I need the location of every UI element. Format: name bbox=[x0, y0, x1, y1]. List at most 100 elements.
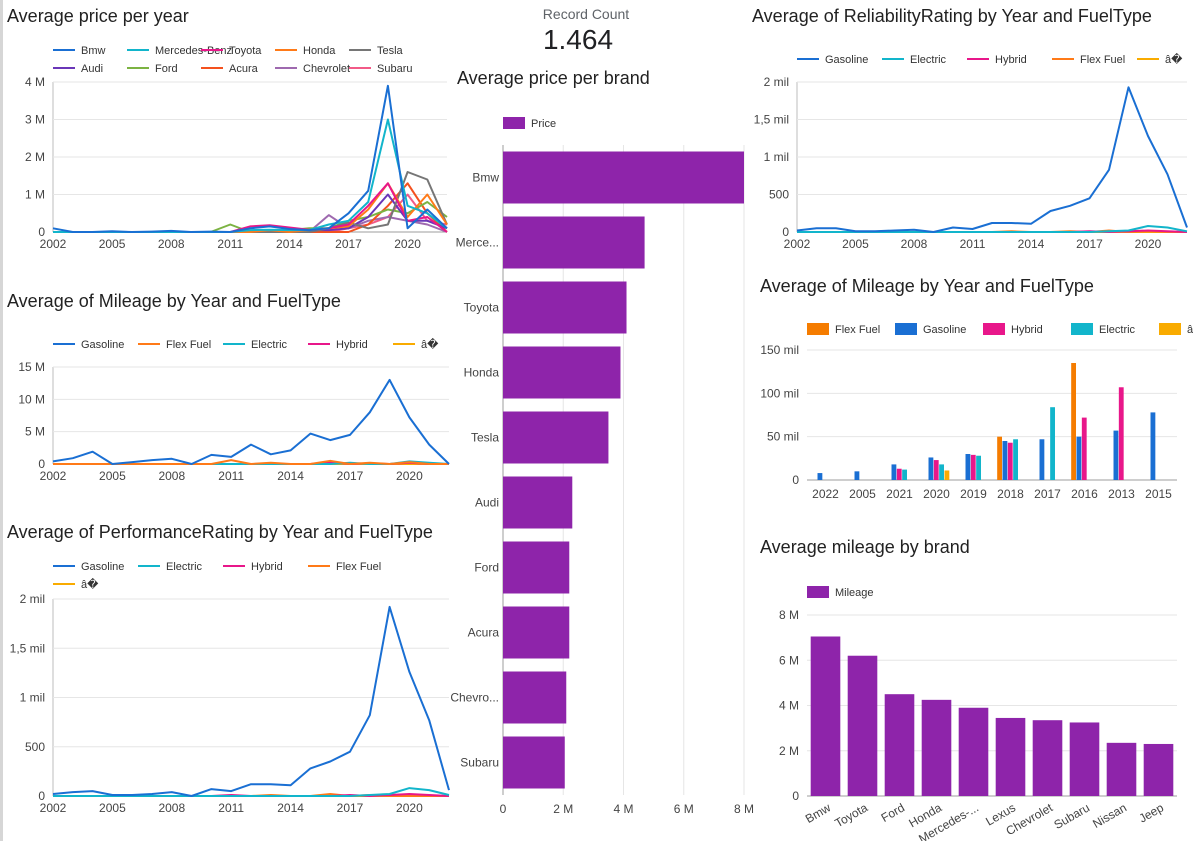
y-tick-label: 1 M bbox=[25, 188, 45, 202]
x-tick-label: 2014 bbox=[277, 801, 304, 815]
chart-mileage-by-year-bars[interactable]: Average of Mileage by Year and FuelType … bbox=[745, 270, 1193, 520]
x-tick-label: 2014 bbox=[277, 469, 304, 483]
x-tick-label: 2017 bbox=[337, 801, 364, 815]
chart-performance-by-year[interactable]: Average of PerformanceRating by Year and… bbox=[0, 518, 450, 836]
bar-mileage-honda[interactable] bbox=[921, 699, 952, 796]
bar-merce[interactable] bbox=[503, 216, 645, 269]
series-line-bmw bbox=[52, 84, 448, 233]
legend-label-electric: Electric bbox=[1099, 324, 1136, 336]
performance-by-year-plot: Gasoline Electric Hybrid Flex Fuel â� 0 500 1 m… bbox=[10, 561, 450, 815]
series-line-mercedes-benz bbox=[53, 118, 448, 233]
bar-honda[interactable] bbox=[503, 346, 621, 399]
x-tick-label: 2008 bbox=[901, 237, 928, 251]
bar-electric-2018[interactable] bbox=[1013, 439, 1018, 480]
x-tick-label: 2011 bbox=[217, 237, 243, 251]
bar-gasoline-2016[interactable] bbox=[1076, 436, 1082, 480]
bar-mileage-mercedes[interactable] bbox=[958, 707, 989, 796]
record-count-value: 1.464 bbox=[542, 24, 614, 55]
bar-mileage-lexus[interactable] bbox=[995, 717, 1026, 796]
y-tick-label: 6 M bbox=[779, 653, 799, 667]
y-tick-label: 0 bbox=[792, 473, 799, 487]
bar-gasoline-2020[interactable] bbox=[928, 457, 934, 480]
legend-label-hybrid: Hybrid bbox=[251, 561, 283, 573]
bar-flex-fuel-2016[interactable] bbox=[1071, 363, 1077, 480]
record-count-label: Record Count bbox=[542, 6, 630, 22]
bar-acura[interactable] bbox=[503, 606, 570, 659]
bar-hybrid-2021[interactable] bbox=[896, 468, 902, 480]
bar-mileage-subaru[interactable] bbox=[1069, 722, 1100, 796]
bar-electric-2020[interactable] bbox=[939, 464, 944, 480]
bar-ford[interactable] bbox=[503, 541, 570, 594]
legend-swatch-mileage bbox=[807, 586, 829, 598]
bar-gasoline-2022[interactable] bbox=[817, 473, 823, 480]
x-tick-label: 2005 bbox=[99, 237, 126, 251]
chart-reliability-by-year[interactable]: Average of ReliabilityRating by Year and… bbox=[745, 0, 1190, 262]
chart-title: Average mileage by brand bbox=[760, 537, 970, 557]
y-tick-label: 0 bbox=[38, 225, 45, 239]
bar-mileage-nissan[interactable] bbox=[1106, 742, 1137, 796]
y-tick-label: 50 mil bbox=[767, 430, 799, 444]
bar-gasoline-2017[interactable] bbox=[1039, 439, 1045, 480]
bar-hybrid-2020[interactable] bbox=[933, 460, 939, 480]
bar-unnamed-2020[interactable] bbox=[944, 470, 950, 480]
x-tick-label: 2008 bbox=[158, 237, 185, 251]
chart-price-per-year[interactable]: Average price per year Bmw Mercedes-Benz T… bbox=[0, 0, 450, 262]
x-tick-label: 6 M bbox=[674, 802, 694, 816]
x-tick-label: 2002 bbox=[40, 801, 67, 815]
legend-label-mileage: Mileage bbox=[835, 587, 874, 599]
x-tick-label: Jeep bbox=[1136, 800, 1166, 825]
bar-gasoline-2013[interactable] bbox=[1113, 430, 1119, 480]
chart-mileage-by-year-line[interactable]: Average of Mileage by Year and FuelType … bbox=[0, 285, 450, 495]
bar-flex-fuel-2018[interactable] bbox=[997, 436, 1003, 480]
legend-label-toyota: Toyota bbox=[229, 45, 262, 57]
legend-label-hybrid: Hybrid bbox=[336, 339, 368, 351]
chart-title: Average of PerformanceRating by Year and… bbox=[7, 522, 433, 542]
bar-electric-2017[interactable] bbox=[1050, 407, 1055, 480]
bar-hybrid-2016[interactable] bbox=[1081, 417, 1087, 480]
bar-gasoline-2015[interactable] bbox=[1150, 412, 1156, 480]
legend-label-unnamed: â� bbox=[81, 578, 99, 591]
bar-subaru[interactable] bbox=[503, 736, 565, 789]
x-tick-label: 2021 bbox=[886, 487, 913, 501]
bar-mileage-ford[interactable] bbox=[884, 694, 915, 796]
bar-gasoline-2019[interactable] bbox=[965, 454, 971, 480]
bar-hybrid-2019[interactable] bbox=[970, 454, 976, 480]
series-line-gasoline bbox=[52, 605, 450, 797]
bar-gasoline-2005[interactable] bbox=[854, 471, 860, 480]
bar-audi[interactable] bbox=[503, 476, 573, 529]
bar-electric-2021[interactable] bbox=[902, 469, 907, 480]
x-tick-label: 2015 bbox=[1145, 487, 1172, 501]
bar-bmw[interactable] bbox=[503, 151, 744, 204]
bar-hybrid-2018[interactable] bbox=[1007, 442, 1013, 480]
bar-gasoline-2021[interactable] bbox=[891, 464, 897, 480]
y-tick-label: 3 M bbox=[25, 113, 45, 127]
y-tick-label: 15 M bbox=[18, 360, 45, 374]
legend-label-chevrolet: Chevrolet bbox=[303, 63, 350, 75]
y-tick-label: 10 M bbox=[18, 392, 45, 406]
bar-mileage-jeep[interactable] bbox=[1143, 743, 1174, 796]
chart-title: Average price per year bbox=[7, 6, 189, 26]
bar-toyota[interactable] bbox=[503, 281, 627, 334]
bar-mileage-toyota[interactable] bbox=[847, 655, 878, 796]
legend-swatch-hybrid bbox=[983, 323, 1005, 335]
bar-gasoline-2018[interactable] bbox=[1002, 441, 1008, 480]
y-tick-label: 1 mil bbox=[764, 150, 789, 164]
x-tick-label: 4 M bbox=[613, 802, 633, 816]
x-tick-label: Nissan bbox=[1090, 800, 1129, 830]
x-tick-label: 2014 bbox=[276, 237, 303, 251]
bar-mileage-chevrolet[interactable] bbox=[1032, 720, 1063, 796]
bar-tesla[interactable] bbox=[503, 411, 609, 464]
x-tick-label: 2014 bbox=[1018, 237, 1045, 251]
y-tick-label: Honda bbox=[464, 366, 500, 380]
x-tick-label: 2020 bbox=[396, 469, 423, 483]
chart-mileage-by-brand[interactable]: Average mileage by brand Mileage 0 2 M 4 M 6… bbox=[745, 533, 1190, 841]
y-tick-label: 8 M bbox=[779, 608, 799, 622]
bar-mileage-bmw[interactable] bbox=[810, 636, 841, 796]
y-tick-label: 0 bbox=[782, 225, 789, 239]
bar-electric-2019[interactable] bbox=[976, 455, 981, 480]
chart-price-per-brand[interactable]: Average price per brand Price 0 2 M 4 M 6 M 8… bbox=[450, 62, 755, 836]
bar-chevro[interactable] bbox=[503, 671, 567, 724]
x-tick-label: 2020 bbox=[1135, 237, 1162, 251]
bar-hybrid-2013[interactable] bbox=[1118, 387, 1124, 480]
